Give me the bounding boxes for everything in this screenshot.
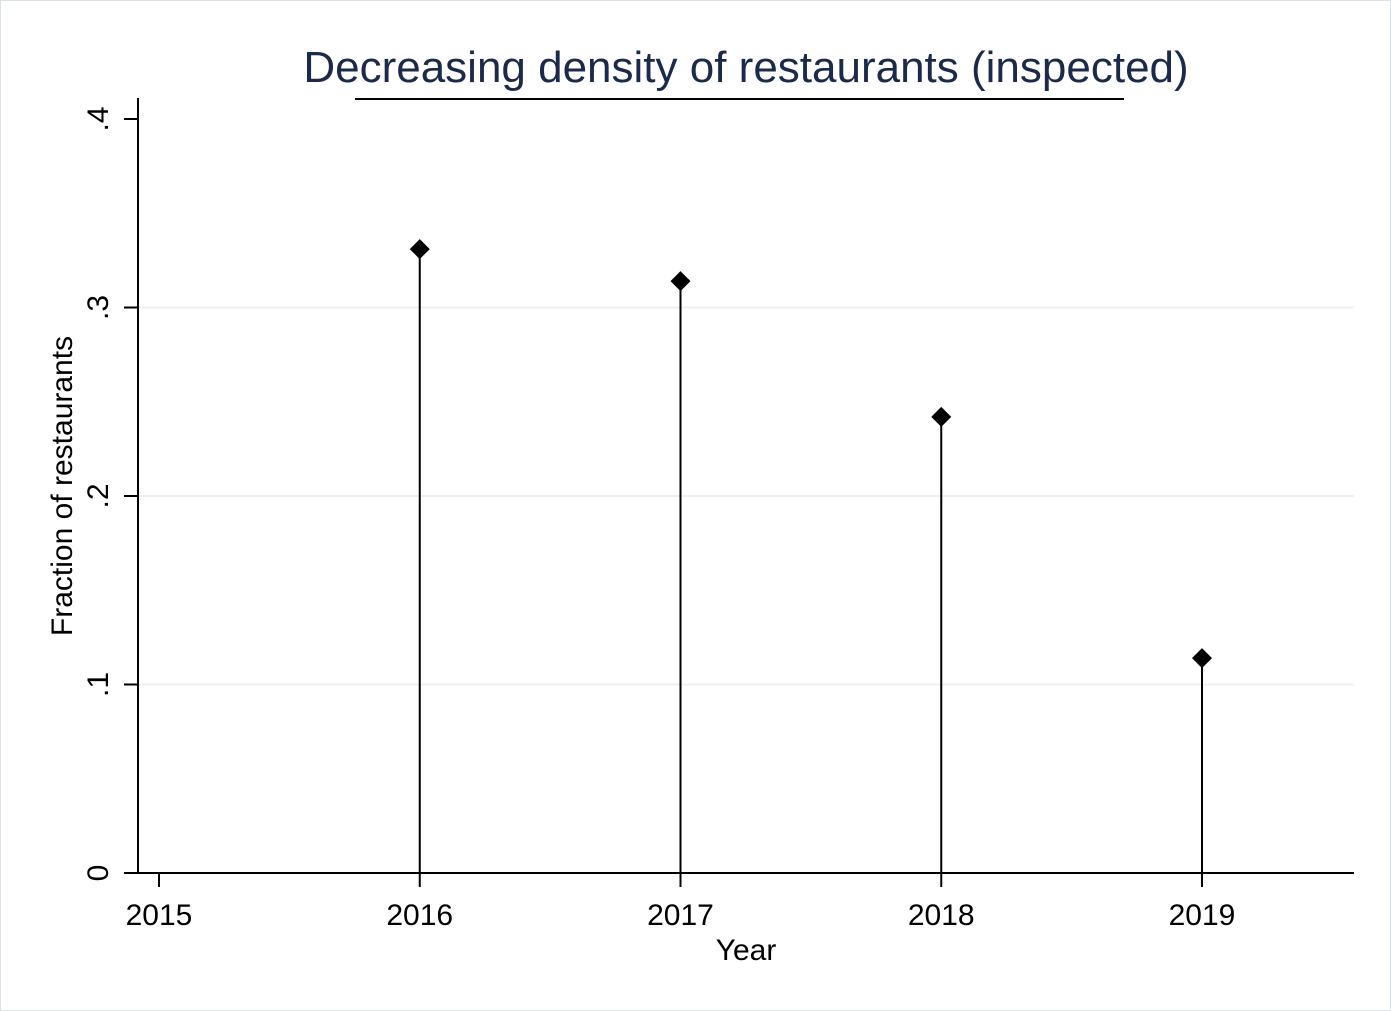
y-tick-label: .3 — [82, 295, 115, 320]
diamond-marker — [670, 271, 691, 292]
y-tick-label: .2 — [82, 483, 115, 508]
chart-title: Decreasing density of restaurants (inspe… — [303, 43, 1188, 92]
y-axis-title: Fraction of restaurants — [46, 336, 79, 636]
diamond-marker — [1192, 648, 1212, 669]
x-tick-label: 2018 — [908, 899, 975, 932]
diamond-marker — [931, 406, 952, 427]
x-tick-label: 2019 — [1169, 899, 1236, 932]
x-axis-title: Year — [716, 934, 777, 967]
y-tick-label: .1 — [82, 672, 115, 697]
y-axis-ticks: 0 .1 .2 .3 .4 — [82, 106, 138, 881]
stem-marks — [409, 239, 1212, 873]
x-tick-label: 2015 — [126, 899, 193, 932]
x-tick-label: 2017 — [647, 899, 714, 932]
x-axis-ticks: 2015 2016 2017 2018 2019 — [126, 873, 1236, 932]
x-tick-label: 2016 — [386, 899, 453, 932]
diamond-marker — [409, 239, 430, 260]
y-tick-label: .4 — [82, 106, 115, 131]
grid-lines — [138, 306, 1354, 686]
y-tick-label: 0 — [82, 865, 115, 882]
